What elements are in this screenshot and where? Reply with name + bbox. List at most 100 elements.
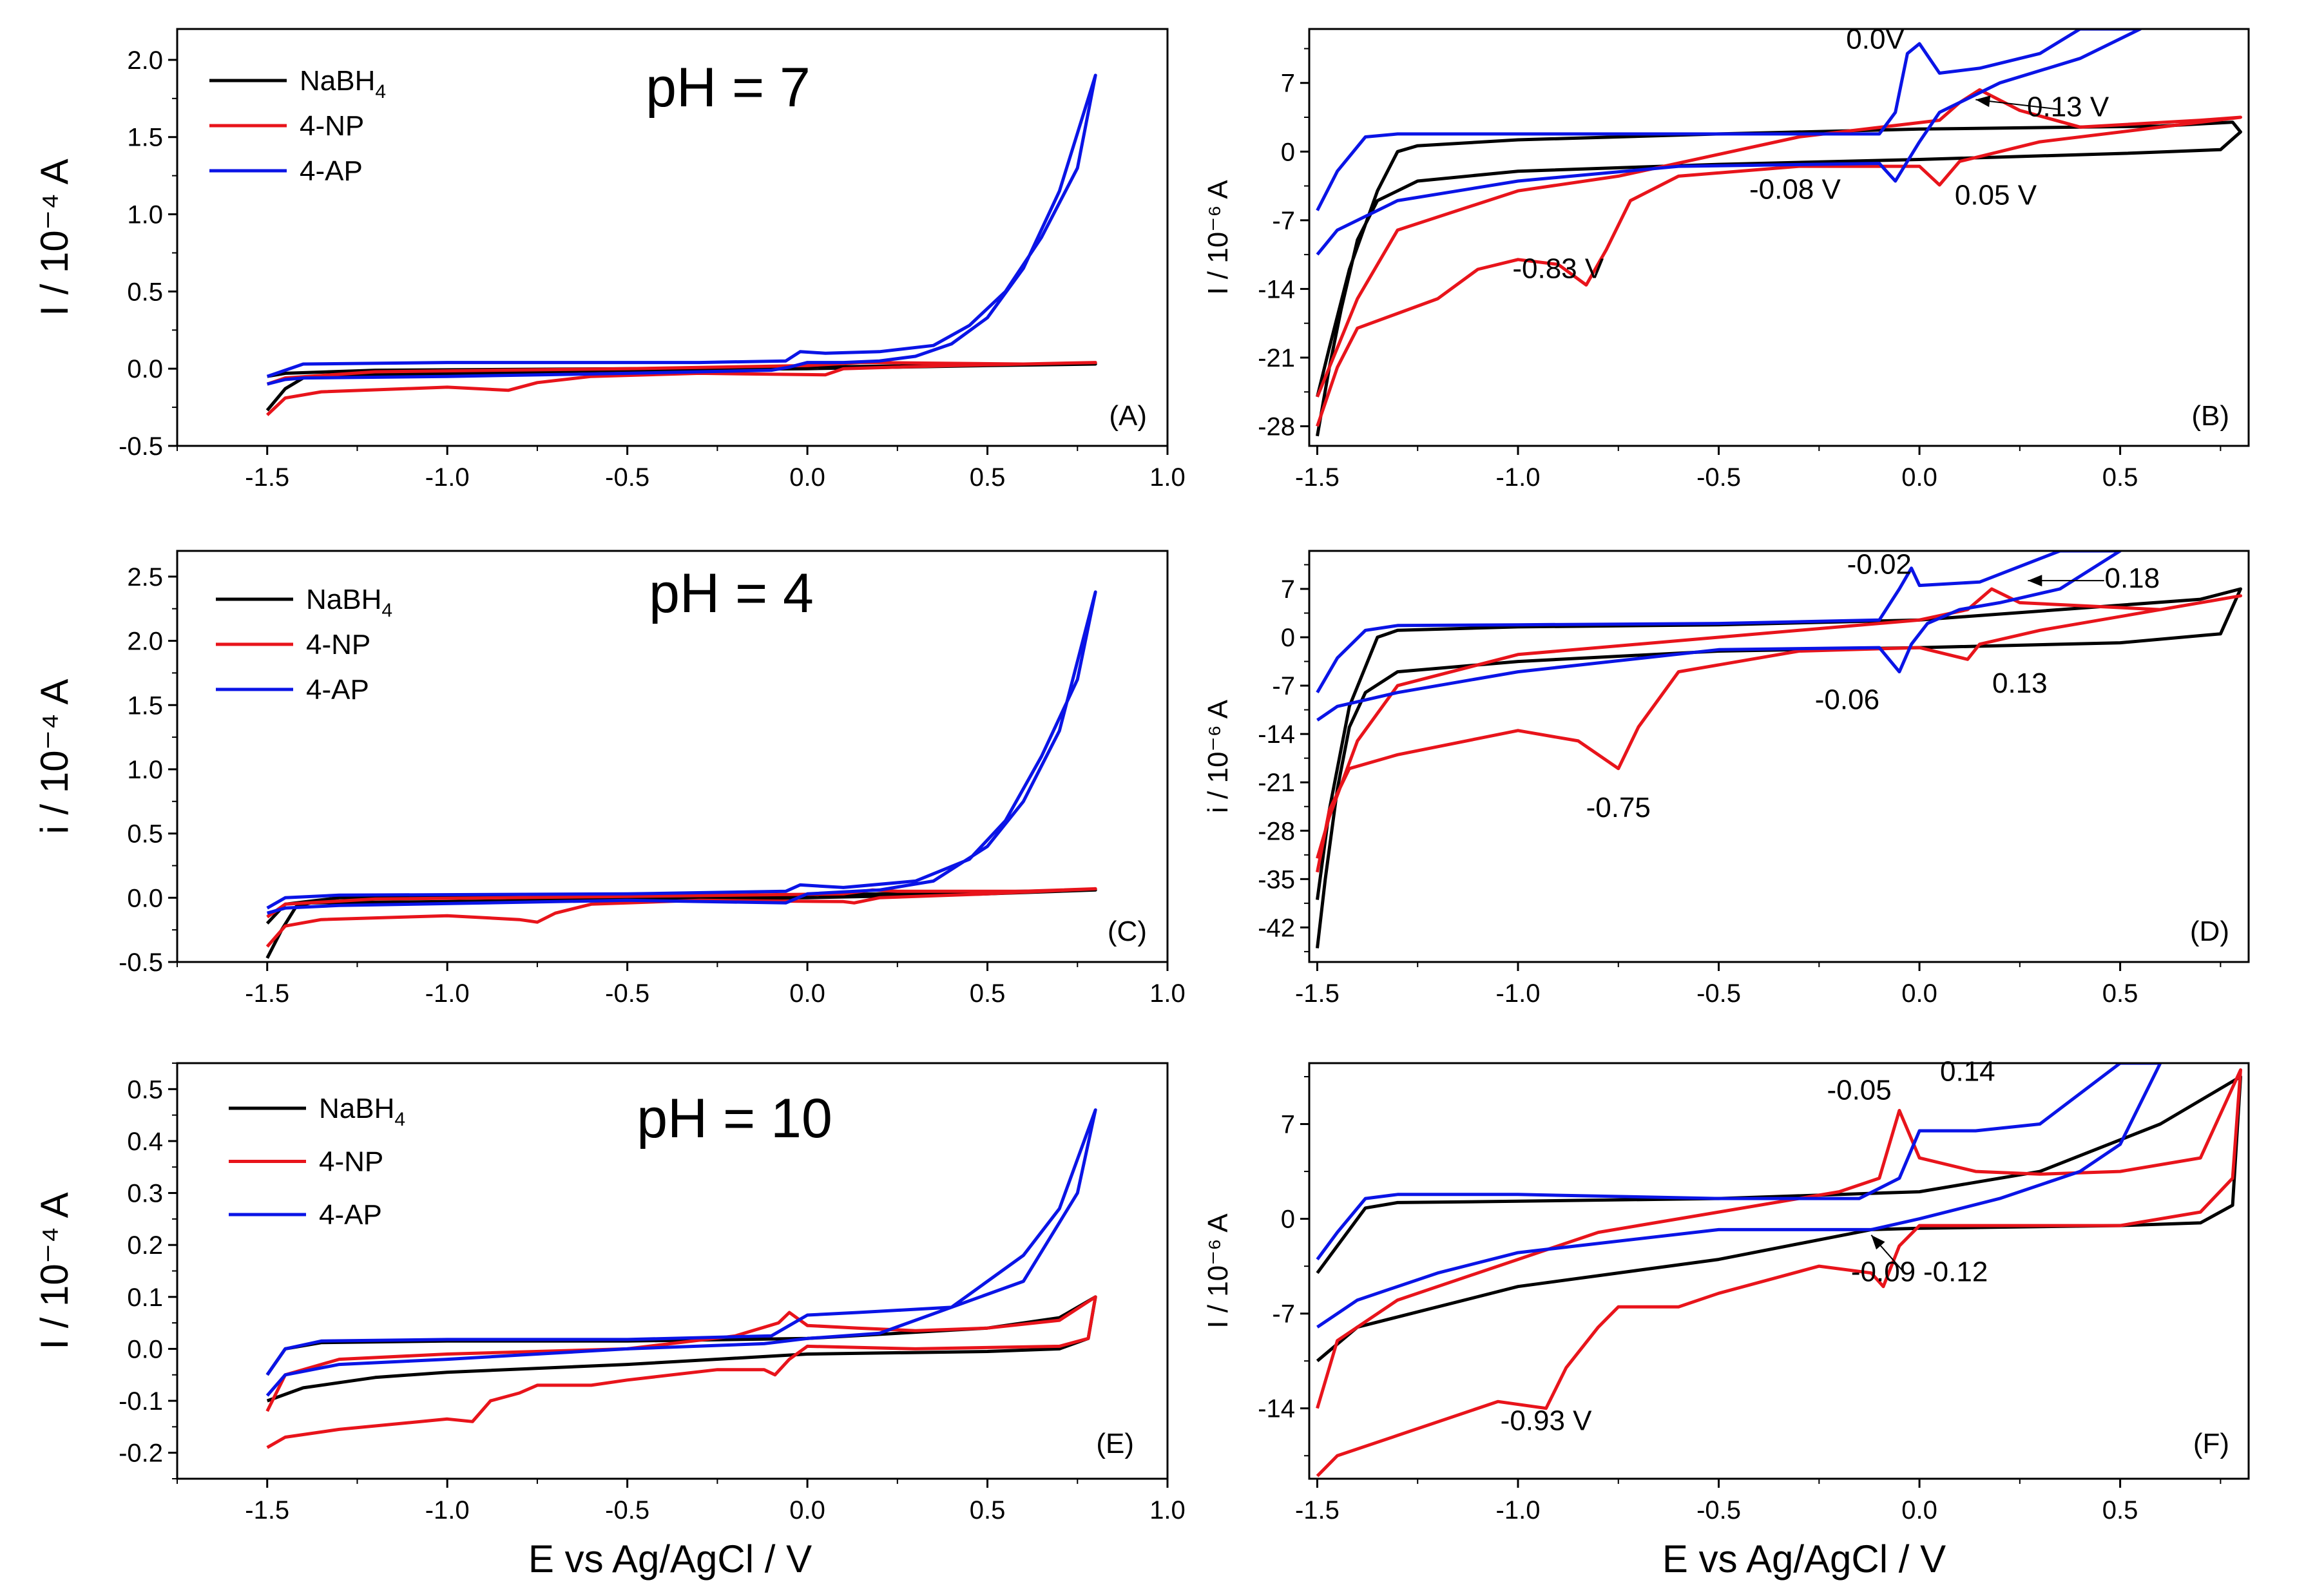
- annotation-arrow-head: [1871, 1235, 1885, 1250]
- peak-annotation: -0.08 V: [1749, 173, 1841, 205]
- legend-entry-name: NaBH: [300, 65, 375, 97]
- y-tick-label: 1.0: [127, 201, 163, 229]
- x-tick-label: -1.0: [425, 979, 470, 1008]
- plot-frame: [1308, 1062, 2250, 1480]
- series-line-nabh4: [1316, 1075, 2242, 1363]
- x-tick-label: -1.0: [1496, 979, 1541, 1008]
- plot-frame: [1308, 28, 2250, 447]
- y-tick-label: 1.5: [127, 124, 163, 152]
- peak-annotation: 0.05 V: [1955, 180, 2037, 211]
- x-tick-label: -1.0: [1496, 463, 1541, 492]
- x-tick-label: -1.0: [425, 1496, 470, 1524]
- panel-a: -1.5 -1.0 -0.5 0.0 0.5 1.0 -0.5 0.0 0.5 1.0 1.5 2.0…: [33, 28, 1186, 492]
- x-tick-label: 0.5: [2102, 979, 2138, 1008]
- legend-entry-name: 4-NP: [300, 110, 364, 142]
- y-tick-label: 1.5: [127, 691, 163, 720]
- x-tick-label: 0.0: [789, 1496, 825, 1524]
- y-tick-label: -42: [1258, 914, 1295, 942]
- y-tick-label: -21: [1258, 769, 1295, 797]
- x-tick-label: 0.5: [2102, 463, 2138, 492]
- panel-tag: (F): [2193, 1428, 2229, 1459]
- y-tick-label: 0.2: [127, 1231, 163, 1260]
- y-tick-label: 7: [1281, 1111, 1295, 1139]
- y-tick-label: 0: [1281, 138, 1295, 166]
- series-line-4-ap: [1316, 1063, 2162, 1329]
- legend-entry-name: 4-AP: [300, 155, 363, 187]
- x-tick-label: 0.5: [970, 979, 1006, 1008]
- y-tick-label: -0.5: [119, 432, 163, 461]
- y-tick-label: -0.5: [119, 948, 163, 977]
- y-tick-label: -7: [1272, 1300, 1295, 1329]
- y-tick-label: 1.0: [127, 756, 163, 784]
- x-tick-label: 0.0: [1901, 1496, 1937, 1524]
- x-tick-label: -1.0: [425, 463, 470, 492]
- y-axis-label: i / 10⁻⁶ A: [1202, 699, 1234, 813]
- y-tick-label: -7: [1272, 207, 1295, 235]
- peak-annotation: -0.83 V: [1512, 253, 1604, 285]
- legend-entry-name: 4-AP: [319, 1199, 382, 1231]
- legend-entry-name: 4-NP: [306, 629, 370, 660]
- x-tick-label: -1.5: [245, 1496, 289, 1524]
- plot-frame: [176, 550, 1169, 963]
- panel-tag: (B): [2191, 400, 2229, 432]
- peak-annotation: 0.14: [1940, 1055, 1995, 1087]
- y-axis-label: I / 10⁻⁶ A: [1202, 180, 1234, 295]
- ph-label: pH = 10: [637, 1088, 832, 1149]
- x-tick-label: 0.5: [970, 463, 1006, 492]
- y-tick-label: 0.0: [127, 884, 163, 912]
- x-tick-label: 1.0: [1149, 463, 1186, 492]
- y-axis-label: i / 10⁻⁴ A: [33, 679, 76, 834]
- legend-entry: 4-AP: [306, 674, 369, 706]
- y-tick-label: 2.5: [127, 563, 163, 591]
- peak-annotation: -0.05: [1827, 1075, 1891, 1106]
- panel-tag: (A): [1109, 400, 1147, 432]
- x-tick-label: -0.5: [605, 463, 649, 492]
- x-tick-label: -1.5: [245, 979, 289, 1008]
- panel-tag: (E): [1096, 1428, 1134, 1459]
- x-tick-label: 0.0: [1901, 463, 1937, 492]
- panel-c: -1.5 -1.0 -0.5 0.0 0.5 1.0 -0.5 0.0 0.5 1.0 1.5 2.0…: [33, 550, 1186, 1008]
- x-tick-label: -0.5: [605, 1496, 649, 1524]
- y-tick-label: 0.0: [127, 355, 163, 383]
- x-tick-label: -0.5: [1696, 979, 1741, 1008]
- legend-entry-name: NaBH: [319, 1093, 394, 1124]
- legend-entry: NaBH4: [306, 584, 392, 621]
- peak-annotation: -0.93 V: [1501, 1405, 1593, 1436]
- legend-entry: 4-NP: [306, 629, 370, 660]
- x-tick-label: -1.5: [245, 463, 289, 492]
- annotation-arrow-head: [1975, 95, 1991, 108]
- legend-entry: NaBH4: [300, 65, 386, 102]
- y-tick-label: 0: [1281, 624, 1295, 652]
- panel-e: -1.5 -1.0 -0.5 0.0 0.5 1.0 -0.2 -0.1 0.0 0.1 0.2 0.…: [33, 1062, 1186, 1524]
- y-tick-label: 0.0: [127, 1335, 163, 1363]
- legend-entry-name: 4-AP: [306, 674, 369, 706]
- y-tick-label: 0: [1281, 1206, 1295, 1234]
- y-tick-label: 0.5: [127, 1075, 163, 1104]
- x-tick-label: -1.5: [1295, 1496, 1340, 1524]
- series-line-4-np: [1316, 88, 2242, 427]
- x-tick-label: -1.5: [1295, 463, 1340, 492]
- x-tick-label: -1.0: [1496, 1496, 1541, 1524]
- peak-annotation: -0.09: [1851, 1256, 1916, 1287]
- y-tick-label: -0.1: [119, 1387, 163, 1416]
- series-line-4-np: [265, 887, 1097, 948]
- plot-frame: [176, 28, 1169, 447]
- x-tick-label: 1.0: [1149, 979, 1186, 1008]
- series-line-4-ap: [265, 1108, 1097, 1397]
- peak-annotation: -0.12: [1923, 1256, 1988, 1287]
- series-line-4-np: [1316, 1068, 2242, 1477]
- y-tick-label: 0.1: [127, 1284, 163, 1312]
- y-tick-label: -14: [1258, 1395, 1295, 1423]
- y-tick-label: -28: [1258, 817, 1295, 845]
- peak-annotation: 0.0V: [1846, 23, 1905, 55]
- panel-f: -1.5 -1.0 -0.5 0.0 0.5 -14 -7 0 7 I / 10⁻⁶ A (F) -0…: [1202, 1055, 2250, 1524]
- y-tick-label: 0.5: [127, 820, 163, 849]
- x-tick-label: -0.5: [1696, 463, 1741, 492]
- x-tick-label: -0.5: [605, 979, 649, 1008]
- legend-entry-name: 4-NP: [319, 1146, 383, 1178]
- x-tick-label: 0.5: [2102, 1496, 2138, 1524]
- ph-label: pH = 4: [649, 562, 814, 624]
- peak-annotation: -0.02: [1847, 548, 1912, 580]
- legend-entry-name: NaBH: [306, 584, 381, 615]
